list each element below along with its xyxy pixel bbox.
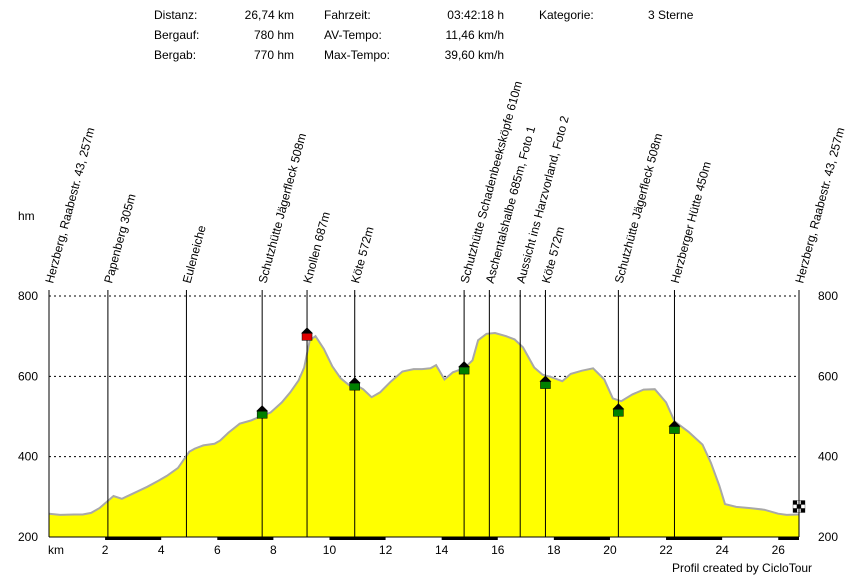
hut-marker-green <box>256 411 268 419</box>
waypoint-label: Köte 572m <box>348 225 377 285</box>
y-tick-label-left: 200 <box>18 530 38 544</box>
waypoint-label: Schutzhütte Jägerfleck 508m <box>256 132 310 285</box>
hut-marker-roof <box>458 361 471 368</box>
kategorie-label: Kategorie: <box>539 8 594 22</box>
axes <box>48 296 800 540</box>
waypoint-label: Euleneiche <box>180 223 209 284</box>
hut-marker-green <box>349 382 360 391</box>
hut-marker-green <box>540 381 551 389</box>
elevation-area <box>49 333 799 537</box>
x-axis-band <box>441 537 498 540</box>
waypoint-label: Köte 572m <box>539 225 568 285</box>
x-tick-label: 6 <box>214 543 221 557</box>
hut-marker-roof <box>539 375 552 382</box>
maxtempo-value: 39,60 km/h <box>444 48 504 62</box>
y-tick-label-left: 600 <box>18 369 38 383</box>
x-tick-label: 12 <box>379 543 393 557</box>
distanz-label: Distanz: <box>154 8 198 22</box>
bergauf-label: Bergauf: <box>154 28 200 42</box>
x-tick-label: 14 <box>435 543 449 557</box>
y-tick-label-left: 800 <box>18 289 38 303</box>
y-axis-label: hm <box>18 209 35 223</box>
maxtempo-label: Max-Tempo: <box>324 48 391 62</box>
avtempo-label: AV-Tempo: <box>324 28 382 42</box>
waypoint-label: Herzberg, Raabestr. 43, 257m <box>42 126 97 285</box>
bergauf-value: 780 hm <box>253 28 294 42</box>
waypoint-label: Herzberger Hütte 450m <box>668 160 714 285</box>
x-tick-label: 2 <box>102 543 109 557</box>
hut-marker-roof <box>612 403 625 410</box>
hut-marker-green <box>613 409 624 417</box>
x-tick-label: 20 <box>603 543 617 557</box>
elevation-outline <box>48 331 800 516</box>
waypoint-label: Papenberg 305m <box>101 192 138 285</box>
x-tick-label: 26 <box>772 543 786 557</box>
x-axis-band <box>778 537 799 540</box>
x-axis-label: km <box>48 543 64 557</box>
x-axis-band <box>553 537 610 540</box>
hut-marker-roof <box>301 327 314 334</box>
y-tick-label-right: 800 <box>818 289 838 303</box>
hut-marker-roof <box>348 377 361 384</box>
y-tick-label-right: 600 <box>818 369 838 383</box>
hut-marker-green <box>669 426 680 434</box>
hut-marker-roof <box>256 405 269 412</box>
waypoint-label: Schutzhütte Jägerfleck 508m <box>612 132 666 285</box>
x-tick-label: 22 <box>659 543 673 557</box>
x-axis-band <box>217 537 274 540</box>
waypoint-label: Herzberg, Raabestr. 43, 257m <box>792 126 847 285</box>
bergab-value: 770 hm <box>253 48 294 62</box>
y-tick-label-right: 400 <box>818 450 838 464</box>
y-tick-label-right: 200 <box>818 530 838 544</box>
x-tick-label: 18 <box>547 543 561 557</box>
credit-text: Profil created by CicloTour <box>672 561 813 575</box>
bergab-label: Bergab: <box>154 48 197 62</box>
x-axis-band <box>105 537 162 540</box>
waypoint-label: Knollen 687m <box>300 210 333 285</box>
kategorie-value: 3 Sterne <box>648 8 694 22</box>
fahrzeit-value: 03:42:18 h <box>447 8 504 22</box>
avtempo-value: 11,46 km/h <box>445 28 504 42</box>
x-axis-band <box>666 537 723 540</box>
x-tick-label: 10 <box>323 543 337 557</box>
distanz-value: 26,74 km <box>244 8 294 22</box>
x-tick-label: 8 <box>270 543 277 557</box>
x-tick-label: 24 <box>715 543 729 557</box>
fahrzeit-label: Fahrzeit: <box>324 8 371 22</box>
hut-marker-green <box>458 366 470 375</box>
hut-marker-roof <box>668 420 681 427</box>
x-tick-label: 16 <box>491 543 505 557</box>
x-tick-label: 4 <box>158 543 165 557</box>
hut-marker-red <box>301 333 313 341</box>
y-tick-label-left: 400 <box>18 450 38 464</box>
x-axis-band <box>329 537 386 540</box>
